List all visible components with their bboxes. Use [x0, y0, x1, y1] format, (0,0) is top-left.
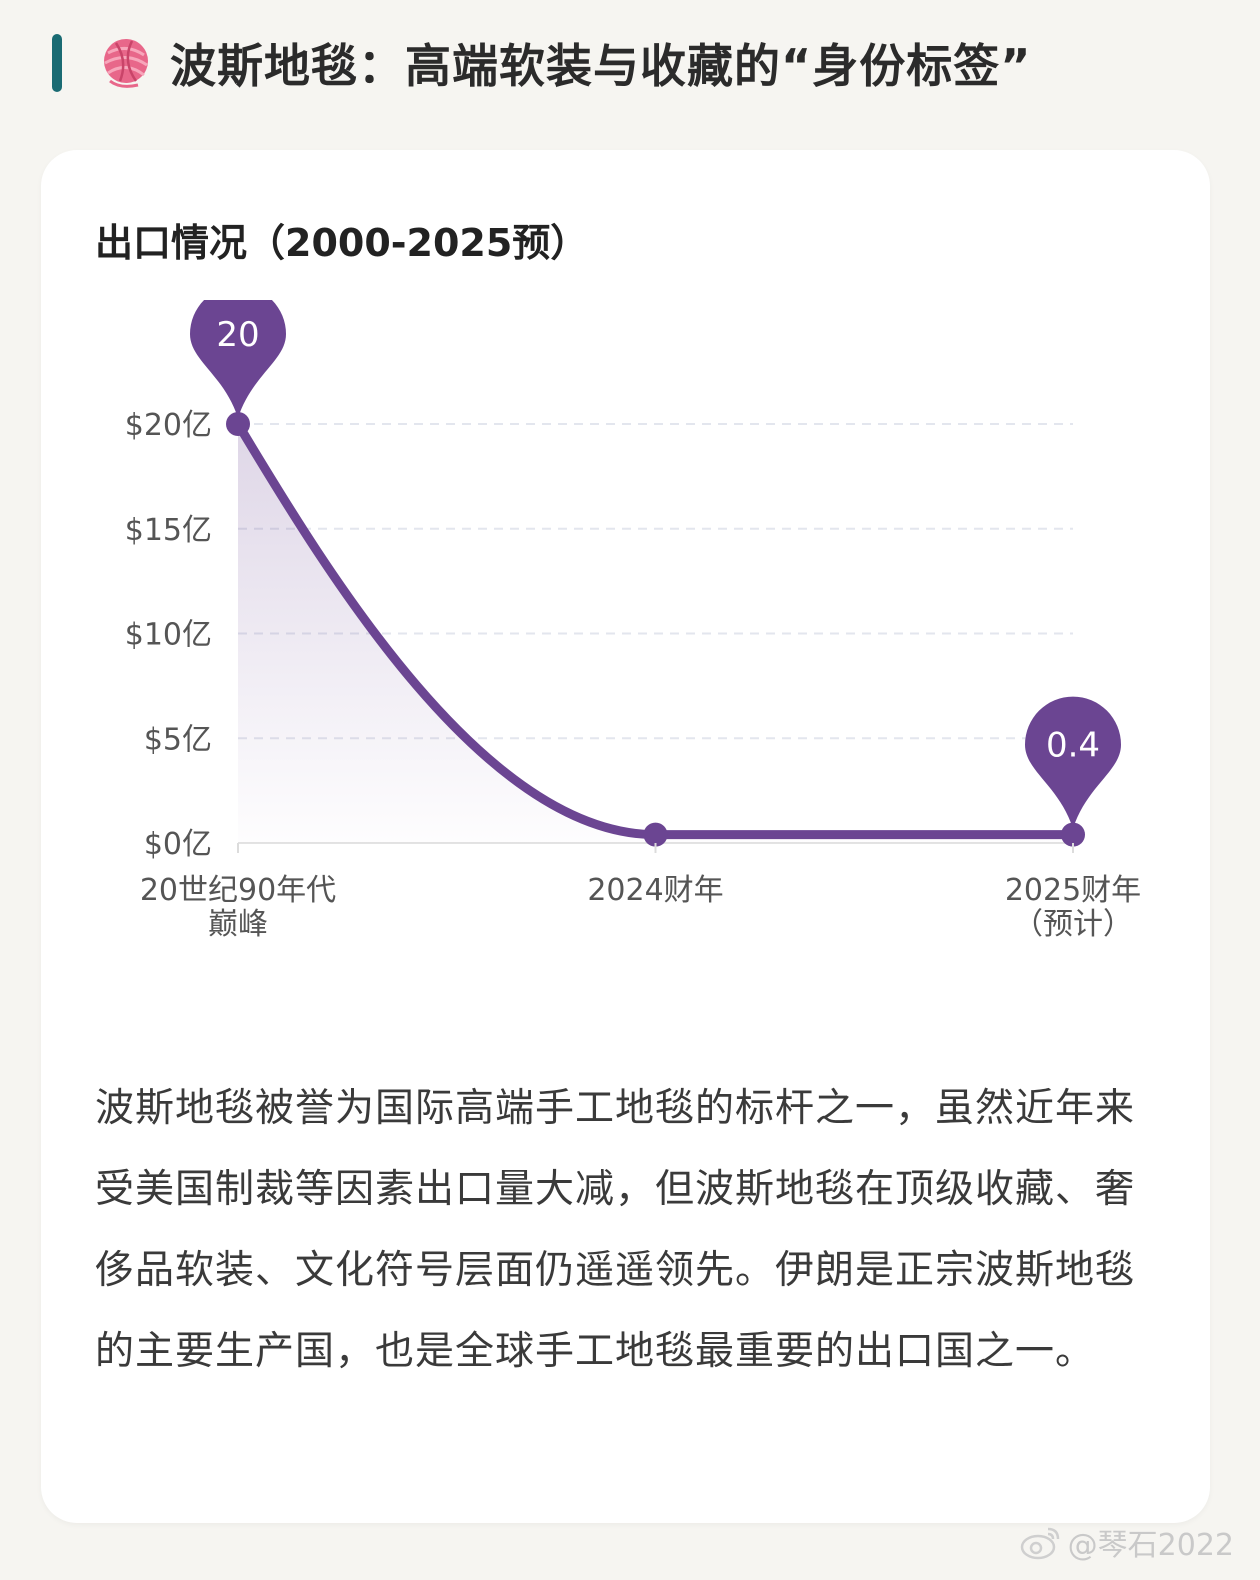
- data-label: 0.4: [1046, 726, 1100, 766]
- chart-title: 出口情况（2000-2025预）: [95, 221, 589, 265]
- pin-shape: [1025, 696, 1121, 829]
- chart-card: 出口情况（2000-2025预） 20 0.4 $0亿 $5亿 $10亿 $15亿 $20…: [41, 150, 1210, 1523]
- weibo-icon: [1020, 1527, 1059, 1560]
- pin-shape: [190, 300, 286, 418]
- data-point: [1061, 822, 1085, 847]
- accent-bar: [52, 34, 62, 92]
- y-tick-label: $0亿: [144, 827, 212, 862]
- value-pin: 0.4: [1025, 696, 1121, 829]
- y-tick-label: $20亿: [125, 408, 212, 443]
- value-pin: 20: [190, 300, 286, 418]
- x-tick-label: 20世纪90年代巅峰: [140, 873, 336, 942]
- y-tick-label: $15亿: [125, 513, 212, 548]
- watermark-text: @琴石2022: [1067, 1528, 1234, 1563]
- line-chart: 20 0.4 $0亿 $5亿 $10亿 $15亿 $20亿 20世纪90年代巅峰 2024财…: [125, 300, 1141, 942]
- series-line: [233, 419, 1078, 840]
- yarn-ball-icon: [104, 39, 148, 88]
- description-text: 波斯地毯被誉为国际高端手工地毯的标杆之一，虽然近年来受美国制裁等因素出口量大减，…: [95, 1086, 1136, 1374]
- x-tick-label: 2025财年（预计）: [1005, 873, 1141, 942]
- data-point: [643, 822, 668, 847]
- y-tick-label: $5亿: [144, 722, 212, 757]
- y-tick-label: $10亿: [125, 618, 212, 653]
- data-point: [226, 412, 250, 436]
- watermark: @琴石2022: [1020, 1520, 1234, 1564]
- x-tick-label: 2024财年: [587, 873, 723, 908]
- data-label: 20: [216, 315, 259, 355]
- page-title: 波斯地毯：高端软装与收藏的“身份标签”: [170, 39, 1032, 93]
- series-area: [238, 424, 1073, 843]
- header: 波斯地毯：高端软装与收藏的“身份标签”: [52, 30, 1031, 96]
